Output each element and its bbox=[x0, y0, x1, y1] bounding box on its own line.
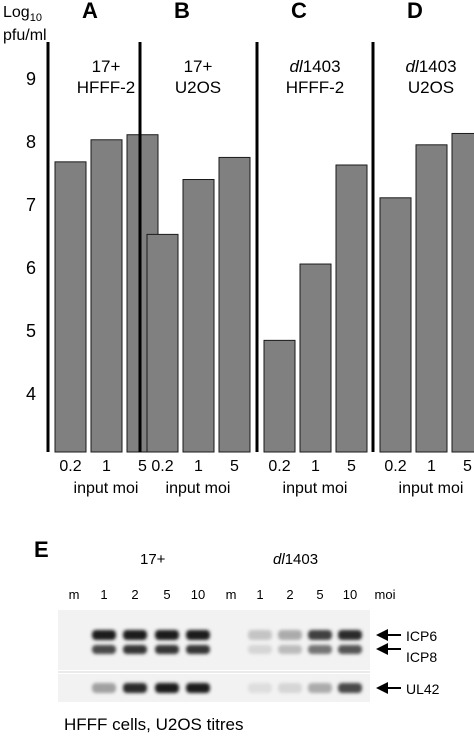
blot-moi-label: moi bbox=[374, 587, 396, 602]
y-tick-7: 7 bbox=[25, 195, 36, 215]
panel-c-bar-1 bbox=[263, 339, 296, 453]
panel-c-category-2: 1 bbox=[311, 458, 320, 475]
panel-d-category-1: 0.2 bbox=[384, 458, 407, 475]
blot-band-icp6-lane-3 bbox=[123, 630, 147, 640]
blot-band-icp8-lane-8 bbox=[278, 645, 302, 654]
blot-caption: HFFF cells, U2OS titres bbox=[64, 715, 244, 734]
y-tick-5: 5 bbox=[25, 321, 36, 342]
y-axis-label-log: Log bbox=[3, 4, 30, 21]
panel-b-condition-line1: 17+ bbox=[183, 57, 213, 76]
blot-band-icp6-lane-2 bbox=[92, 630, 116, 640]
arrow-icp6-head bbox=[376, 629, 388, 641]
blot-lane-label-4: 5 bbox=[163, 587, 171, 602]
blot-band-ul42-lane-5 bbox=[186, 683, 210, 693]
panel-c-condition-line1: dl1403 bbox=[289, 57, 341, 76]
blot-lane-label-7: 1 bbox=[256, 587, 264, 602]
band-label-icp8: ICP8 bbox=[406, 649, 438, 665]
blot-band-ul42-lane-8 bbox=[278, 683, 302, 693]
panel-a-xlabel: input moi bbox=[73, 480, 139, 497]
panel-d-condition-line1: dl1403 bbox=[405, 57, 457, 76]
blot-band-icp8-lane-5 bbox=[186, 645, 210, 654]
panel-b-bar-3 bbox=[218, 156, 251, 453]
blot-band-icp6-lane-8 bbox=[278, 630, 302, 640]
y-axis-label-sub: 10 bbox=[29, 12, 42, 25]
y-tick-9: 9 bbox=[25, 68, 36, 89]
blot-band-icp8-lane-3 bbox=[123, 645, 147, 654]
panel-c-bar-3 bbox=[335, 164, 368, 453]
panel-d-bar-2 bbox=[415, 144, 448, 453]
blot-band-icp6-lane-9 bbox=[308, 630, 332, 640]
panel-d-category-2: 1 bbox=[427, 458, 436, 475]
blot-band-icp8-lane-7 bbox=[248, 645, 272, 654]
panel-a-bar-2 bbox=[90, 139, 123, 453]
panel-d-condition-line2: U2OS bbox=[407, 78, 455, 97]
bar-charts bbox=[46, 42, 474, 453]
panel-a-condition-line2: HFFF-2 bbox=[76, 78, 136, 97]
blot-band-icp8-lane-9 bbox=[308, 645, 332, 654]
band-label-icp6: ICP6 bbox=[406, 628, 438, 644]
blot-lane-label-6: m bbox=[225, 587, 237, 602]
y-axis-label-unit: pfu/ml bbox=[3, 27, 47, 45]
panel-b-category-2: 1 bbox=[194, 458, 203, 475]
panel-a-condition-line1: 17+ bbox=[91, 57, 121, 76]
panel-c-condition-line2: HFFF-2 bbox=[285, 78, 345, 97]
y-tick-8: 8 bbox=[25, 131, 36, 152]
blot-group2-suffix: 1403 bbox=[284, 551, 319, 568]
blot-band-icp6-lane-5 bbox=[186, 630, 210, 640]
band-label-ul42: UL42 bbox=[406, 681, 440, 697]
y-axis-label: Log10 pfu/ml bbox=[3, 4, 47, 45]
panel-b-category-3: 5 bbox=[230, 458, 239, 475]
panel-d-bar-1 bbox=[379, 197, 412, 453]
panel-letter-e: E bbox=[34, 537, 49, 562]
panel-c-xlabel: input moi bbox=[282, 480, 348, 497]
blot-lane-label-10: 10 bbox=[342, 587, 358, 602]
y-tick-4: 4 bbox=[25, 384, 36, 405]
blot-group2-label: dl1403 bbox=[273, 551, 318, 568]
panel-d-category-3: 5 bbox=[463, 458, 472, 475]
panel-c-category-3: 5 bbox=[347, 458, 356, 475]
blot-band-icp6-lane-10 bbox=[338, 630, 362, 640]
blot-band-ul42-lane-3 bbox=[123, 683, 147, 693]
blot-band-icp6-lane-7 bbox=[248, 630, 272, 640]
blot-band-ul42-lane-9 bbox=[308, 683, 332, 693]
blot-band-ul42-lane-7 bbox=[248, 683, 272, 693]
panel-b-xlabel: input moi bbox=[165, 480, 231, 497]
blot-lane-label-5: 10 bbox=[190, 587, 206, 602]
blot-band-icp6-lane-4 bbox=[155, 630, 179, 640]
panel-a-category-1: 0.2 bbox=[59, 458, 82, 475]
blot-group2-prefix: dl bbox=[273, 551, 285, 568]
panel-d-xlabel: input moi bbox=[398, 480, 464, 497]
blot-band-icp8-lane-10 bbox=[338, 645, 362, 654]
blot-band-ul42-lane-2 bbox=[92, 683, 116, 693]
panel-b-bar-1 bbox=[146, 233, 179, 453]
blot-lane-label-3: 2 bbox=[131, 587, 139, 602]
y-tick-6: 6 bbox=[25, 258, 36, 279]
panel-letter-d: D bbox=[407, 0, 423, 23]
panel-b-condition-line2: U2OS bbox=[174, 78, 222, 97]
blot-band-ul42-lane-10 bbox=[338, 683, 362, 693]
panel-letter-c: C bbox=[291, 0, 307, 23]
blot-lane-label-9: 5 bbox=[316, 587, 324, 602]
panel-letter-b: B bbox=[174, 0, 190, 23]
arrow-icp8-head bbox=[376, 643, 388, 655]
panel-b-category-1: 0.2 bbox=[151, 458, 174, 475]
panel-c-bar-2 bbox=[299, 263, 332, 453]
panel-letter-a: A bbox=[82, 0, 98, 23]
western-blot bbox=[58, 610, 401, 702]
blot-lane-label-1: m bbox=[68, 587, 80, 602]
panel-a-bar-1 bbox=[54, 161, 87, 453]
blot-band-icp8-lane-4 bbox=[155, 645, 179, 654]
panel-a-category-3: 5 bbox=[138, 458, 147, 475]
blot-lane-label-2: 1 bbox=[100, 587, 108, 602]
blot-lane-label-8: 2 bbox=[286, 587, 294, 602]
panel-d-bar-3 bbox=[451, 132, 474, 453]
panel-b-bar-2 bbox=[182, 179, 215, 453]
blot-band-icp8-lane-2 bbox=[92, 645, 116, 654]
arrow-ul42-head bbox=[376, 682, 388, 694]
panel-c-category-1: 0.2 bbox=[268, 458, 291, 475]
blot-group1-label: 17+ bbox=[140, 551, 166, 568]
panel-a-category-2: 1 bbox=[102, 458, 111, 475]
blot-band-ul42-lane-4 bbox=[155, 683, 179, 693]
